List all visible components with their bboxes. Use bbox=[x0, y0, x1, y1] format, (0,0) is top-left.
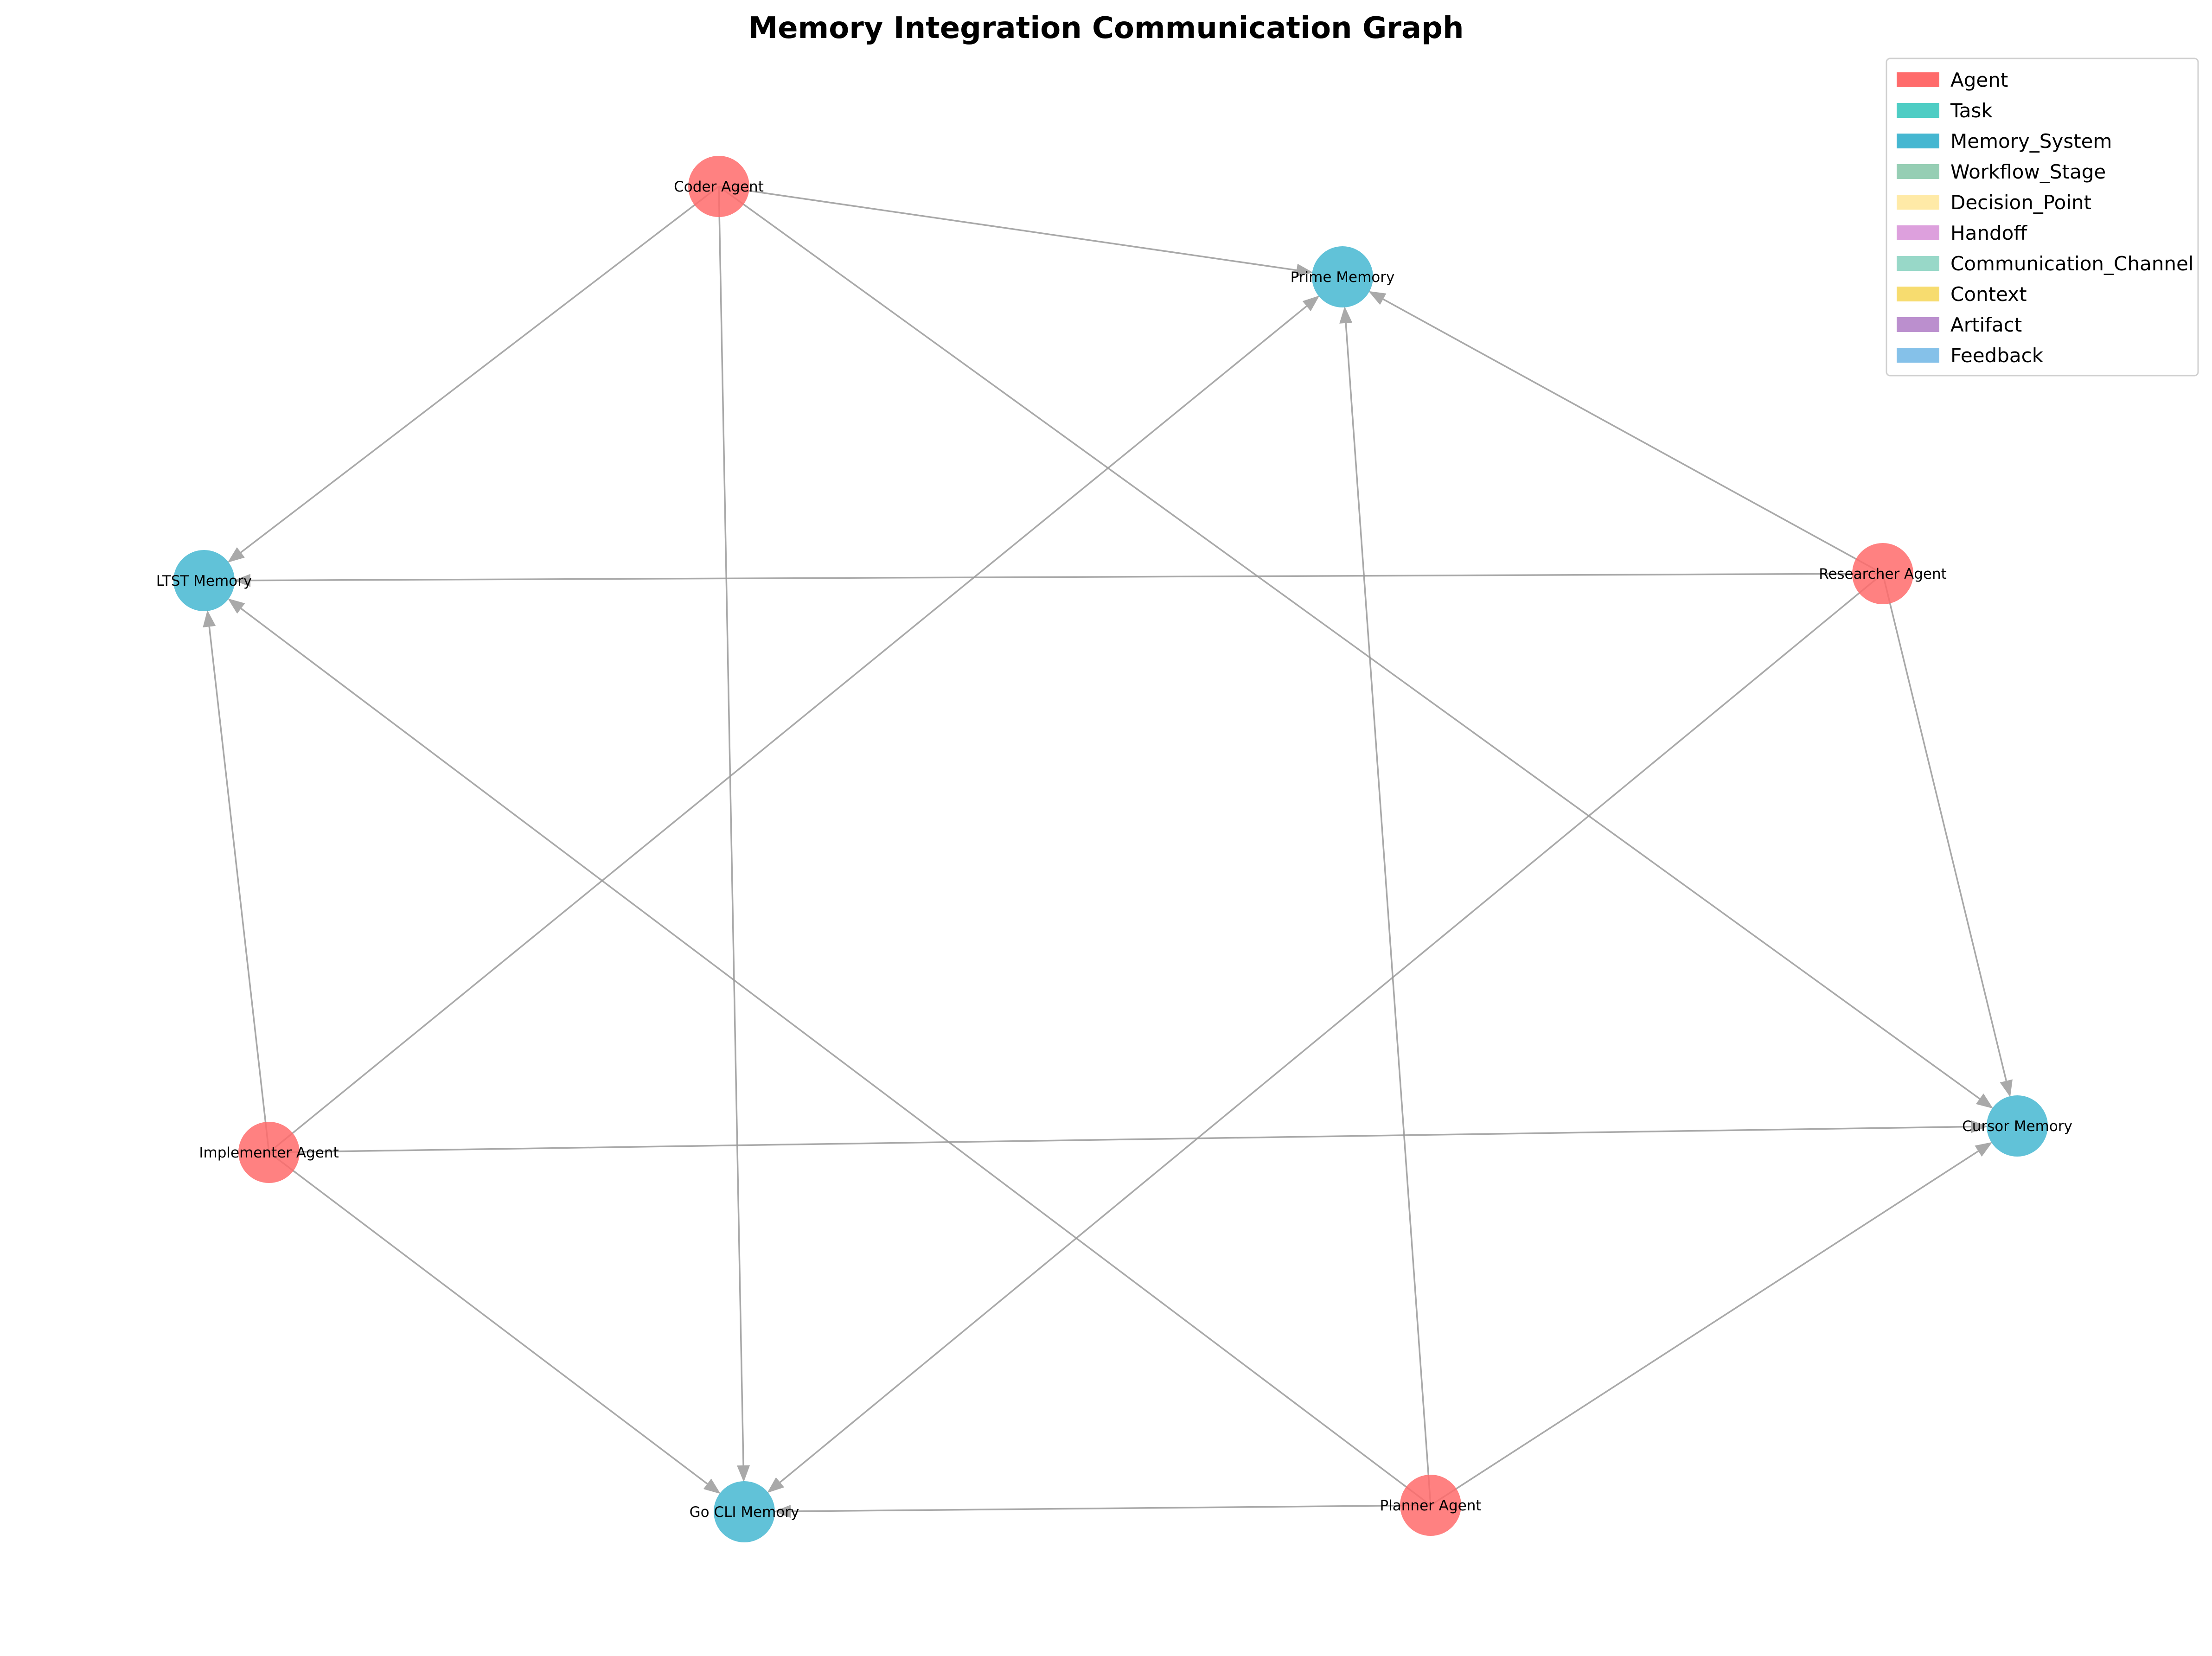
legend-swatch-handoff bbox=[1897, 225, 1939, 240]
legend-label-communication-channel: Communication_Channel bbox=[1950, 252, 2193, 275]
edge-researcher-to-prime bbox=[1382, 298, 1883, 575]
legend-swatch-task bbox=[1897, 103, 1939, 118]
edge-implementer-to-gocli bbox=[268, 1151, 708, 1485]
node-cursor bbox=[1987, 1095, 2048, 1157]
legend-label-memory-system: Memory_System bbox=[1950, 130, 2112, 153]
arrowhead-coder-to-gocli bbox=[737, 1465, 750, 1482]
arrowhead-implementer-to-cursor bbox=[1970, 1120, 1988, 1133]
edge-researcher-to-gocli bbox=[780, 573, 1884, 1483]
legend-label-artifact: Artifact bbox=[1950, 313, 2022, 336]
edge-planner-to-prime bbox=[1345, 323, 1432, 1506]
node-label-coder: Coder Agent bbox=[674, 179, 764, 195]
legend-swatch-agent bbox=[1897, 72, 1939, 87]
legend-label-context: Context bbox=[1950, 283, 2027, 306]
legend-swatch-memory-system bbox=[1897, 134, 1939, 148]
legend-swatch-artifact bbox=[1897, 317, 1939, 332]
arrowhead-coder-to-prime bbox=[1296, 263, 1313, 277]
node-label-ltst: LTST Memory bbox=[156, 573, 252, 589]
legend-swatch-feedback bbox=[1897, 348, 1939, 363]
edge-researcher-to-ltst bbox=[250, 573, 1883, 582]
arrowhead-implementer-to-prime bbox=[1302, 295, 1320, 312]
legend-box bbox=[1886, 58, 2199, 377]
node-label-prime: Prime Memory bbox=[1291, 269, 1395, 286]
arrowhead-planner-to-gocli bbox=[774, 1505, 791, 1518]
legend-label-task: Task bbox=[1950, 99, 1993, 122]
node-prime bbox=[1312, 246, 1373, 307]
edge-implementer-to-cursor bbox=[269, 1125, 1971, 1153]
arrowhead-coder-to-cursor bbox=[1975, 1093, 1994, 1109]
edge-coder-to-gocli bbox=[718, 186, 744, 1466]
legend-label-agent: Agent bbox=[1950, 69, 2008, 91]
node-coder bbox=[688, 156, 749, 217]
graph-title: Memory Integration Communication Graph bbox=[748, 11, 1464, 45]
node-label-researcher: Researcher Agent bbox=[1819, 566, 1947, 582]
node-planner bbox=[1400, 1475, 1461, 1536]
legend: Agent Task Memory_System Workflow_Stage Deci… bbox=[1886, 58, 2199, 377]
legend-label-handoff: Handoff bbox=[1950, 222, 2027, 244]
legend-swatch-context bbox=[1897, 287, 1939, 301]
edge-researcher-to-cursor bbox=[1882, 573, 2007, 1081]
legend-swatch-communication-channel bbox=[1897, 256, 1939, 271]
node-ltst bbox=[173, 550, 235, 611]
arrowhead-implementer-to-ltst bbox=[203, 610, 216, 627]
arrowhead-implementer-to-gocli bbox=[703, 1478, 721, 1494]
edge-implementer-to-prime bbox=[268, 305, 1307, 1153]
arrowhead-planner-to-prime bbox=[1339, 306, 1353, 324]
arrowhead-planner-to-cursor bbox=[1975, 1142, 1993, 1157]
legend-swatch-workflow-stage bbox=[1897, 164, 1939, 179]
edge-coder-to-prime bbox=[718, 185, 1297, 271]
arrowhead-researcher-to-gocli bbox=[767, 1477, 785, 1493]
edge-coder-to-cursor bbox=[718, 185, 1981, 1100]
node-label-gocli: Go CLI Memory bbox=[690, 1504, 799, 1521]
node-label-implementer: Implementer Agent bbox=[199, 1144, 339, 1161]
node-researcher bbox=[1852, 543, 1913, 604]
edge-coder-to-ltst bbox=[240, 185, 720, 553]
arrowhead-researcher-to-ltst bbox=[234, 574, 251, 587]
legend-label-workflow-stage: Workflow_Stage bbox=[1950, 160, 2106, 183]
legend-label-decision-point: Decision_Point bbox=[1950, 191, 2091, 214]
nodes-layer bbox=[173, 156, 2048, 1542]
edge-planner-to-cursor bbox=[1430, 1150, 1979, 1506]
node-label-cursor: Cursor Memory bbox=[1962, 1118, 2072, 1135]
edge-implementer-to-ltst bbox=[208, 627, 270, 1153]
arrowhead-researcher-to-cursor bbox=[2000, 1079, 2013, 1097]
node-gocli bbox=[714, 1481, 775, 1542]
arrowhead-coder-to-ltst bbox=[227, 547, 245, 563]
edges-layer bbox=[203, 185, 2013, 1518]
legend-label-feedback: Feedback bbox=[1950, 344, 2044, 367]
edge-planner-to-ltst bbox=[240, 607, 1432, 1506]
arrowhead-researcher-to-prime bbox=[1368, 291, 1387, 305]
edge-planner-to-gocli bbox=[790, 1504, 1431, 1512]
arrowhead-planner-to-ltst bbox=[228, 598, 245, 614]
node-label-planner: Planner Agent bbox=[1380, 1497, 1481, 1514]
node-implementer bbox=[238, 1122, 300, 1183]
labels-layer: Coder Agent Prime Memory LTST Memory Resear… bbox=[156, 179, 2072, 1521]
legend-swatch-decision-point bbox=[1897, 195, 1939, 210]
